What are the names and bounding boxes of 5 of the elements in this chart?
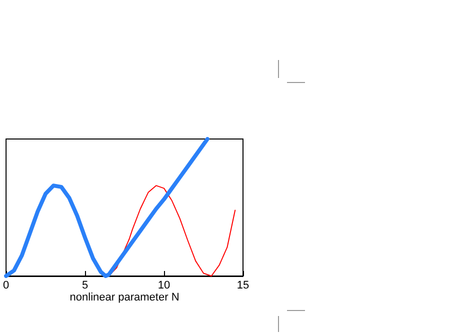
- x-tick-label: 15: [236, 280, 250, 292]
- x-tick-label: 10: [158, 280, 170, 292]
- x-axis-title: nonlinear parameter N: [70, 291, 180, 304]
- x-tick-label: 5: [82, 280, 88, 292]
- x-tick-label: 0: [2, 280, 10, 292]
